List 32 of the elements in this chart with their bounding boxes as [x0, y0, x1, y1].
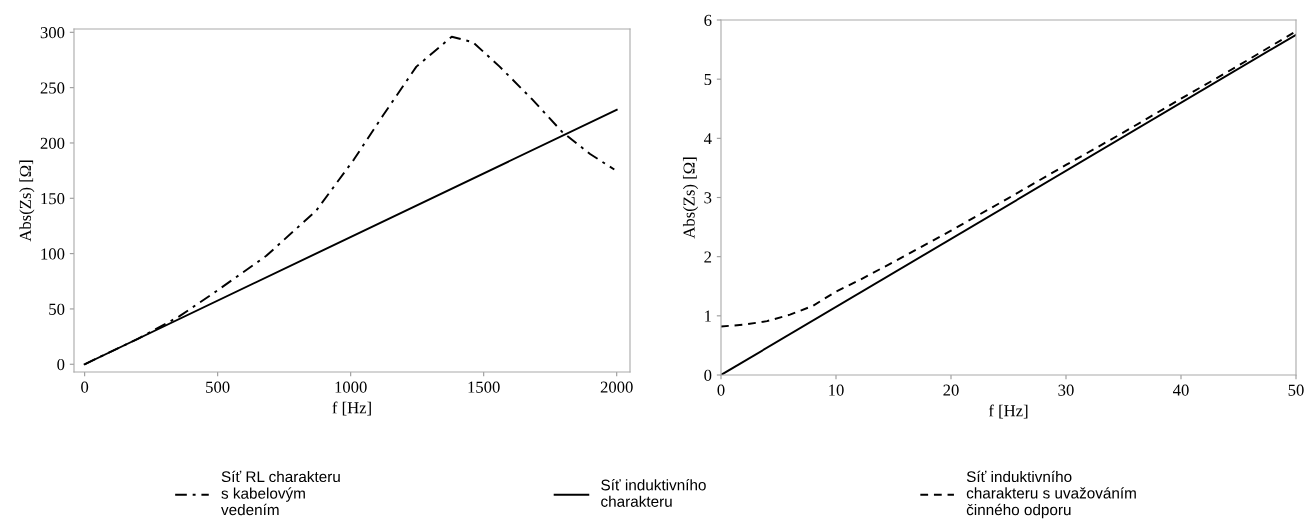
- y-tick-label: 6: [704, 14, 712, 26]
- y-tick-label: 100: [41, 248, 65, 260]
- y-axis-title: Abs(Zs) [Ω]: [682, 157, 699, 239]
- x-tick-label: 20: [943, 384, 959, 396]
- x-tick-label: 0: [717, 384, 725, 396]
- y-tick-label: 50: [49, 303, 65, 315]
- x-tick-label: 1500: [468, 381, 500, 393]
- y-tick-label: 150: [41, 192, 65, 205]
- x-tick-label: 30: [1058, 384, 1074, 396]
- legend-label: Síť induktivního charakteru s uvažováním činného odporu: [966, 470, 1136, 519]
- y-tick-label: 0: [57, 358, 65, 371]
- x-tick-label: 500: [206, 381, 230, 393]
- legend-label: Síť RL charakteru s kabelovým vedením: [221, 470, 340, 516]
- y-tick-label: 300: [40, 27, 65, 39]
- y-tick-label: 2: [704, 251, 712, 263]
- x-axis-title: f [Hz]: [988, 404, 1028, 419]
- x-tick-label: 0: [81, 381, 89, 393]
- x-tick-label: 1000: [335, 381, 367, 393]
- y-tick-label: 200: [40, 137, 65, 149]
- legend-label: Síť induktivního charakteru: [601, 479, 706, 507]
- y-tick-label: 250: [40, 82, 65, 94]
- x-tick-label: 40: [1172, 384, 1189, 396]
- y-tick-label: 1: [705, 310, 711, 322]
- y-tick-label: 3: [704, 192, 712, 204]
- y-tick-label: 0: [704, 369, 712, 381]
- x-tick-label: 2000: [600, 381, 633, 393]
- y-axis-title: Abs(Zs) [Ω]: [19, 160, 35, 242]
- y-tick-label: 4: [703, 133, 712, 145]
- x-axis-title: f [Hz]: [332, 401, 371, 416]
- x-tick-label: 50: [1288, 384, 1304, 396]
- y-tick-label: 5: [704, 74, 712, 86]
- x-tick-label: 10: [829, 384, 844, 396]
